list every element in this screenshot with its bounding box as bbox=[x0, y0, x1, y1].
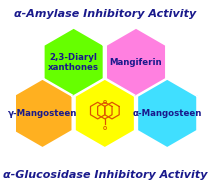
Text: O: O bbox=[103, 126, 107, 131]
Text: α-Glucosidase Inhibitory Activity: α-Glucosidase Inhibitory Activity bbox=[3, 170, 207, 180]
Text: α-Mangosteen: α-Mangosteen bbox=[133, 109, 202, 118]
Text: α-Amylase Inhibitory Activity: α-Amylase Inhibitory Activity bbox=[14, 9, 196, 19]
Text: γ-Mangosteen: γ-Mangosteen bbox=[8, 109, 77, 118]
Polygon shape bbox=[43, 27, 104, 97]
Text: Mangiferin: Mangiferin bbox=[110, 58, 162, 67]
Text: O: O bbox=[103, 100, 107, 105]
Text: 2,3-Diaryl
xanthones: 2,3-Diaryl xanthones bbox=[48, 53, 99, 72]
Polygon shape bbox=[137, 78, 198, 148]
Polygon shape bbox=[106, 27, 166, 97]
Polygon shape bbox=[74, 78, 135, 148]
Polygon shape bbox=[12, 78, 73, 148]
